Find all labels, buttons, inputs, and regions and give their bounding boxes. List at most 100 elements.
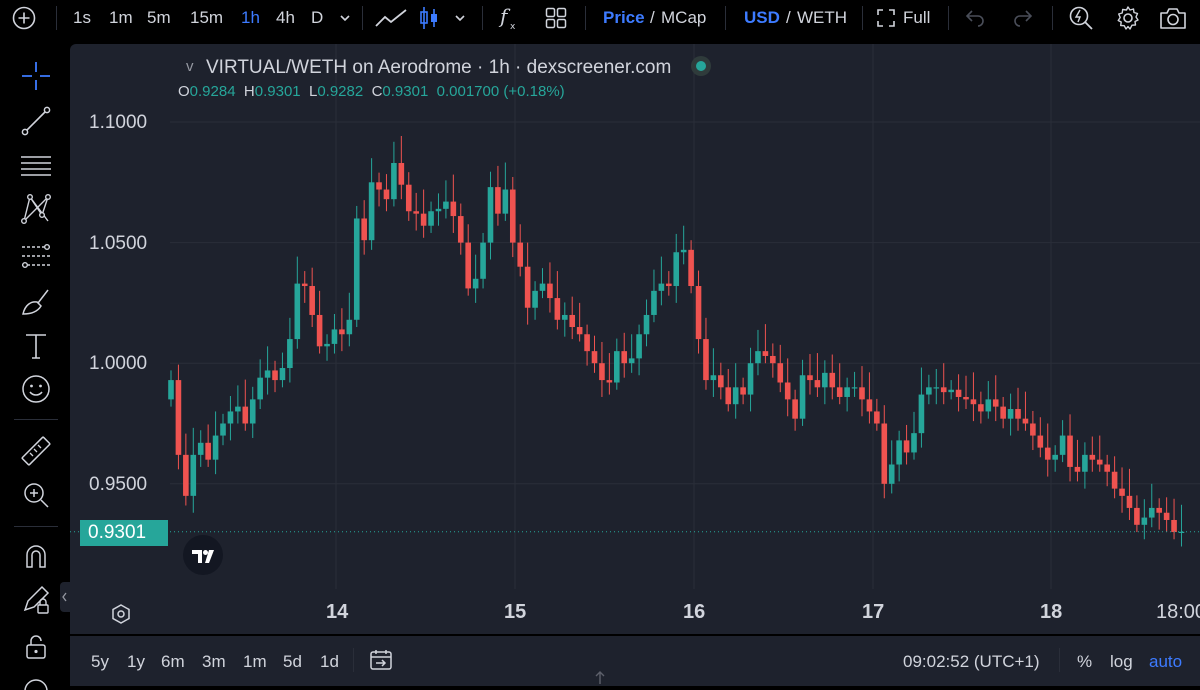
candle-body <box>874 411 880 424</box>
candle <box>242 379 249 431</box>
candle <box>970 372 977 422</box>
range-5y[interactable]: 5y <box>91 652 109 671</box>
fib-retracement-icon[interactable] <box>16 236 56 276</box>
add-symbol-icon[interactable] <box>12 6 36 30</box>
candles-icon[interactable] <box>418 5 440 31</box>
camera-icon[interactable] <box>1159 6 1187 30</box>
range-6m[interactable]: 6m <box>161 652 185 671</box>
candle <box>279 352 286 388</box>
candle-body <box>1163 512 1170 520</box>
usd-toggle[interactable]: USD <box>744 8 780 27</box>
range-3m[interactable]: 3m <box>202 652 226 671</box>
candle-body <box>1141 517 1148 525</box>
chevron-down-icon[interactable] <box>453 12 467 24</box>
candle <box>383 174 390 212</box>
range-1m[interactable]: 1m <box>243 652 267 671</box>
price-chart[interactable] <box>70 44 1200 634</box>
candle-body <box>361 218 367 241</box>
candle <box>955 374 962 412</box>
ruler-icon[interactable] <box>16 431 56 471</box>
candle <box>368 158 375 250</box>
candle <box>673 233 680 303</box>
candle-body <box>1096 459 1103 465</box>
interval-5m[interactable]: 5m <box>147 8 171 27</box>
resize-handle-icon[interactable] <box>593 670 607 684</box>
candle-body <box>554 298 561 320</box>
legend-open-value: 0.9284 <box>189 83 236 100</box>
candle-body <box>1044 447 1051 460</box>
candle <box>807 354 813 395</box>
pattern-icon[interactable] <box>16 189 56 229</box>
quick-search-icon[interactable] <box>1068 5 1094 31</box>
candle-body <box>257 377 263 400</box>
chart-panel[interactable]: 1.1000 1.0500 1.0000 0.9500 0.9301 14 15… <box>70 44 1200 634</box>
candle-body <box>517 242 524 267</box>
go-to-date-icon[interactable] <box>369 648 393 672</box>
fullscreen-icon[interactable] <box>877 9 895 27</box>
lock-drawings-icon[interactable] <box>16 580 56 620</box>
magnet-icon[interactable] <box>16 536 56 576</box>
price-toggle[interactable]: Price <box>603 8 645 27</box>
chevron-down-icon[interactable] <box>338 12 352 24</box>
interval-4h[interactable]: 4h <box>276 8 295 27</box>
legend-collapse-toggle[interactable]: v <box>186 58 194 75</box>
weth-toggle[interactable]: WETH <box>797 8 848 27</box>
interval-1h[interactable]: 1h <box>241 8 260 27</box>
candle <box>294 256 301 349</box>
interval-15m[interactable]: 15m <box>190 8 224 27</box>
candle <box>457 203 464 255</box>
gear-icon[interactable] <box>1115 5 1141 31</box>
trend-line-icon[interactable] <box>16 101 56 141</box>
range-5d[interactable]: 5d <box>283 652 302 671</box>
redo-icon[interactable] <box>1012 9 1034 27</box>
brush-icon[interactable] <box>16 281 56 321</box>
tradingview-logo[interactable] <box>183 535 223 575</box>
percent-toggle[interactable]: % <box>1077 652 1093 671</box>
candle <box>1067 414 1073 482</box>
crosshair-icon[interactable] <box>16 56 56 96</box>
candle-body <box>740 387 746 395</box>
candle-body <box>324 343 330 347</box>
mcap-toggle[interactable]: MCap <box>661 8 707 27</box>
zoom-in-icon[interactable] <box>16 475 56 515</box>
candle <box>1148 483 1155 528</box>
candle-body <box>614 351 620 383</box>
candle-body <box>866 399 873 412</box>
chart-settings-icon[interactable] <box>110 603 132 625</box>
candle <box>1111 456 1118 499</box>
candle-body <box>814 380 821 388</box>
candle <box>881 405 888 499</box>
range-1y[interactable]: 1y <box>127 652 145 671</box>
auto-scale-toggle[interactable]: auto <box>1149 652 1183 671</box>
line-chart-icon[interactable] <box>374 6 408 30</box>
candle-body <box>346 319 353 335</box>
lock-icon[interactable] <box>16 626 56 666</box>
candle-body <box>509 189 516 243</box>
candle-body <box>524 266 531 308</box>
text-tool-icon[interactable] <box>16 326 56 366</box>
bottombar-divider <box>1059 648 1060 672</box>
candle-body <box>940 387 947 393</box>
clock-timezone[interactable]: 09:02:52 (UTC+1) <box>903 652 1040 671</box>
candle <box>978 391 984 424</box>
candle-body <box>673 252 680 287</box>
candle-body <box>264 370 271 378</box>
candle <box>413 192 419 231</box>
interval-1s[interactable]: 1s <box>73 8 91 27</box>
range-1d[interactable]: 1d <box>320 652 339 671</box>
chart-grid <box>170 44 1200 589</box>
fullscreen-button[interactable]: Full <box>903 8 931 27</box>
layouts-icon[interactable] <box>545 7 567 29</box>
sidebar-collapse-tab[interactable] <box>60 582 70 612</box>
interval-D[interactable]: D <box>311 8 324 27</box>
legend-open-label: O <box>178 83 190 100</box>
horizontal-lines-icon[interactable] <box>16 146 56 186</box>
candle <box>591 335 598 373</box>
eye-icon[interactable] <box>16 671 56 690</box>
candle <box>398 135 405 200</box>
log-toggle[interactable]: log <box>1110 652 1133 671</box>
interval-1m[interactable]: 1m <box>109 8 133 27</box>
undo-icon[interactable] <box>964 9 986 27</box>
emoji-icon[interactable] <box>16 369 56 409</box>
